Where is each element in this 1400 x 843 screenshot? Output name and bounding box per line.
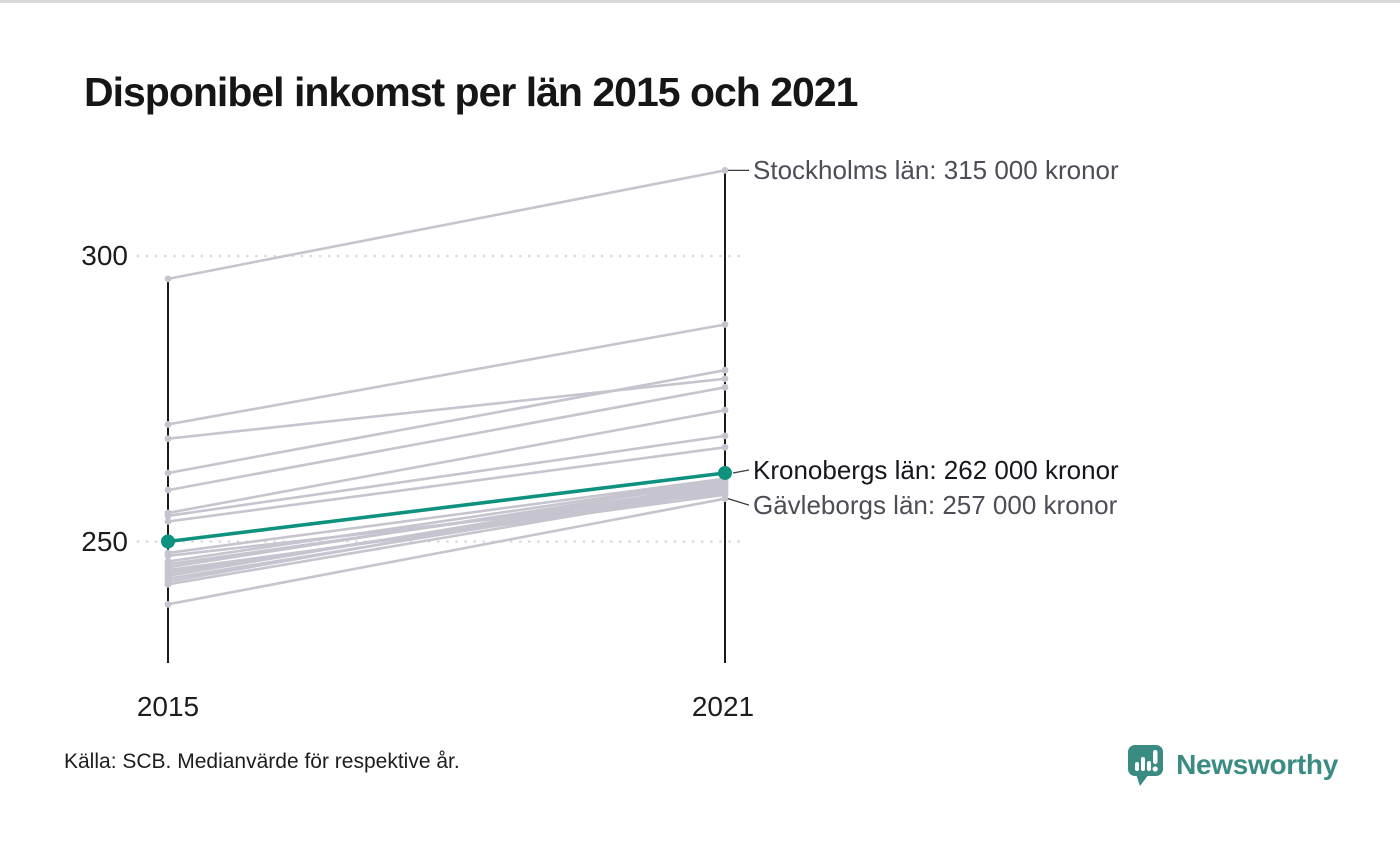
annotation-kronoberg: Kronobergs län: 262 000 kronor <box>753 454 1119 485</box>
chart-title: Disponibel inkomst per län 2015 och 2021 <box>84 69 858 115</box>
point-2015 <box>164 552 172 560</box>
newsworthy-logo-text: Newsworthy <box>1176 749 1338 780</box>
point-2021 <box>721 481 729 488</box>
slope-line <box>166 488 727 586</box>
slope-line-highlight <box>166 471 727 544</box>
annotation-stockholm: Stockholms län: 315 000 kronor <box>753 155 1119 186</box>
point-2021 <box>721 432 729 440</box>
slope-chart <box>136 166 750 663</box>
point-2021 <box>721 321 729 328</box>
point-highlight-2021 <box>718 465 732 480</box>
newsworthy-logo: Newsworthy <box>1125 741 1338 789</box>
point-2015 <box>164 421 172 428</box>
slope-line <box>166 169 727 281</box>
slope-line <box>166 445 727 523</box>
point-2015 <box>164 600 172 608</box>
point-2015 <box>164 275 172 283</box>
slope-line <box>166 478 727 563</box>
point-2021 <box>721 166 729 174</box>
source-note: Källa: SCB. Medianvärde för respektive å… <box>64 750 460 773</box>
x-axis-label-2015: 2015 <box>136 691 200 722</box>
point-2021 <box>721 375 729 383</box>
annotation-connector <box>727 498 750 506</box>
slope-line <box>166 497 727 606</box>
slope-line <box>166 483 727 583</box>
point-2015 <box>164 469 172 477</box>
point-2015 <box>164 435 172 443</box>
point-2015 <box>164 486 172 494</box>
newsworthy-bubble-chart-icon <box>1128 745 1164 786</box>
point-2021 <box>721 406 729 414</box>
point-highlight-2015 <box>161 534 175 549</box>
point-2021 <box>721 486 729 494</box>
slope-line <box>166 386 727 492</box>
point-2021 <box>721 495 729 503</box>
point-2021 <box>721 383 729 391</box>
y-axis-tick-250: 250 <box>81 525 128 557</box>
slope-line <box>166 377 727 441</box>
point-2015 <box>164 580 172 588</box>
slope-line <box>166 323 727 426</box>
annotation-gavleborg: Gävleborgs län: 257 000 kronor <box>753 490 1118 521</box>
x-axis-label-2021: 2021 <box>691 691 755 722</box>
point-2021 <box>721 443 729 451</box>
slope-line <box>166 408 727 515</box>
slope-line <box>166 368 727 475</box>
slope-line <box>166 477 727 555</box>
slope-line <box>166 481 727 578</box>
slope-line <box>166 434 727 518</box>
y-axis-tick-300: 300 <box>81 240 128 271</box>
slope-line <box>166 480 727 569</box>
point-2015 <box>164 518 172 525</box>
point-2021 <box>721 366 729 374</box>
point-2015 <box>164 512 172 520</box>
annotation-connector <box>732 469 750 474</box>
